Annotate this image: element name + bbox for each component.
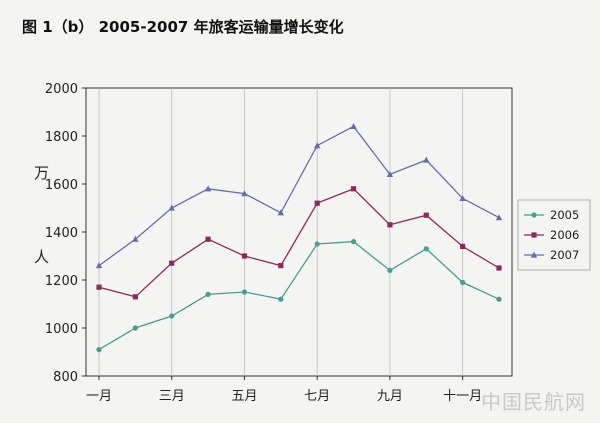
x-tick-label: 三月 bbox=[159, 389, 185, 404]
x-tick-label: 七月 bbox=[304, 389, 330, 404]
series-line bbox=[98, 188, 500, 298]
data-point bbox=[387, 222, 393, 228]
data-point bbox=[531, 212, 537, 218]
data-point bbox=[423, 212, 429, 218]
data-point bbox=[387, 267, 393, 273]
y-tick-label: 800 bbox=[53, 370, 78, 385]
data-point bbox=[531, 232, 537, 238]
x-tick-label: 一月 bbox=[86, 389, 112, 404]
data-point bbox=[496, 265, 502, 271]
x-tick-label: 五月 bbox=[231, 389, 257, 404]
y-tick-label: 2000 bbox=[45, 82, 78, 97]
x-axis: 一月 三月 五月 七月 九月 十一月 bbox=[86, 376, 482, 404]
data-point bbox=[313, 142, 321, 149]
data-point bbox=[132, 325, 138, 331]
series-line bbox=[98, 125, 500, 267]
series-layer bbox=[95, 123, 503, 353]
series-2006 bbox=[96, 186, 502, 300]
y-tick-label: 1000 bbox=[45, 322, 78, 337]
series-line bbox=[98, 240, 500, 351]
data-point bbox=[314, 241, 320, 247]
x-tick-label: 九月 bbox=[377, 389, 403, 404]
y-tick-label: 1800 bbox=[45, 130, 78, 145]
data-point bbox=[459, 195, 466, 201]
data-point bbox=[205, 236, 211, 242]
data-point bbox=[423, 246, 429, 252]
chart-title: 图 1（b） 2005-2007 年旅客运输量增长变化 bbox=[22, 18, 344, 36]
data-point bbox=[460, 279, 466, 285]
y-axis: 800 1000 1200 1400 1600 1800 2000 bbox=[45, 82, 86, 385]
legend-label: 2005 bbox=[550, 208, 579, 222]
legend-label: 2007 bbox=[550, 248, 579, 262]
data-point bbox=[277, 209, 285, 216]
grid bbox=[98, 88, 464, 376]
data-point bbox=[350, 186, 357, 192]
data-point bbox=[460, 243, 466, 249]
data-point bbox=[132, 235, 139, 242]
data-point bbox=[169, 260, 175, 266]
y-axis-label-bottom: 人 bbox=[34, 248, 49, 266]
data-point bbox=[204, 185, 212, 192]
data-point bbox=[241, 253, 248, 259]
data-point bbox=[96, 284, 102, 290]
data-point bbox=[496, 296, 502, 302]
data-point bbox=[423, 156, 430, 163]
data-point bbox=[95, 262, 103, 269]
data-point bbox=[495, 214, 503, 221]
plot-border bbox=[85, 87, 513, 377]
data-point bbox=[386, 171, 394, 177]
data-point bbox=[132, 294, 138, 300]
data-point bbox=[278, 263, 284, 269]
data-point bbox=[278, 296, 284, 302]
plot-frame bbox=[85, 87, 513, 377]
y-tick-label: 1400 bbox=[45, 226, 78, 241]
data-point bbox=[241, 190, 248, 197]
y-tick-label: 1200 bbox=[45, 274, 78, 289]
y-axis-label-top: 万 bbox=[34, 164, 49, 182]
y-tick-label: 1600 bbox=[45, 178, 78, 193]
data-point bbox=[205, 291, 211, 297]
watermark: 中国民航网 bbox=[481, 390, 586, 414]
series-2005 bbox=[96, 239, 502, 353]
data-point bbox=[350, 123, 357, 129]
data-point bbox=[241, 289, 248, 295]
data-point bbox=[169, 313, 175, 319]
data-point bbox=[96, 347, 102, 353]
data-point bbox=[314, 200, 320, 206]
x-tick-label: 十一月 bbox=[443, 389, 482, 404]
data-point bbox=[168, 204, 175, 211]
data-point bbox=[530, 251, 538, 258]
series-2007 bbox=[95, 123, 503, 269]
legend: 2005 2006 2007 bbox=[517, 199, 591, 271]
data-point bbox=[350, 239, 357, 245]
legend-label: 2006 bbox=[550, 228, 579, 242]
